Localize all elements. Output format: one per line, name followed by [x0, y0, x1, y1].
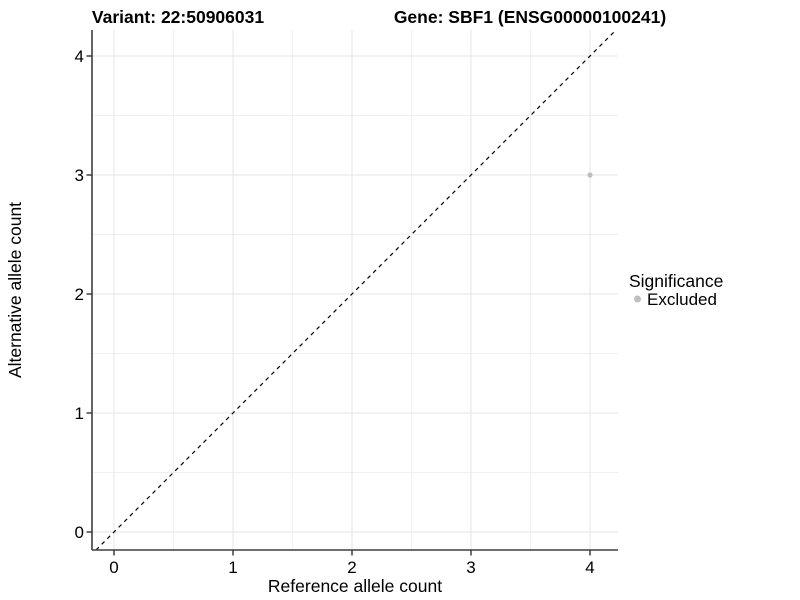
legend: Significance Excluded	[629, 271, 723, 309]
x-tick-label: 1	[228, 558, 237, 577]
y-tick-label: 2	[75, 285, 84, 304]
axis-lines-and-ticks	[86, 30, 618, 556]
identity-line-dashed	[95, 29, 617, 551]
x-tick-label: 2	[347, 558, 356, 577]
legend-label-excluded: Excluded	[647, 290, 717, 309]
legend-title: Significance	[629, 271, 723, 291]
axis-tick-labels: 0 1 2 3 4 0 1 2 3 4	[75, 47, 595, 577]
legend-point-swatch-excluded	[634, 295, 641, 303]
x-tick-label: 4	[585, 558, 594, 577]
y-tick-label: 0	[75, 523, 84, 542]
gene-title: Gene: SBF1 (ENSG00000100241)	[394, 7, 666, 27]
identity-reference-line	[95, 29, 617, 551]
x-axis-title: Reference allele count	[268, 576, 442, 596]
data-point-excluded	[587, 172, 593, 178]
x-tick-label: 0	[109, 558, 118, 577]
y-tick-label: 1	[75, 404, 84, 423]
y-axis-title: Alternative allele count	[5, 202, 25, 378]
data-points	[587, 172, 593, 178]
grid-major-lines	[92, 30, 618, 550]
x-tick-label: 3	[466, 558, 475, 577]
grid-minor-lines	[92, 30, 618, 550]
variant-title: Variant: 22:50906031	[92, 7, 264, 27]
y-tick-label: 3	[75, 166, 84, 185]
y-tick-label: 4	[75, 47, 84, 66]
